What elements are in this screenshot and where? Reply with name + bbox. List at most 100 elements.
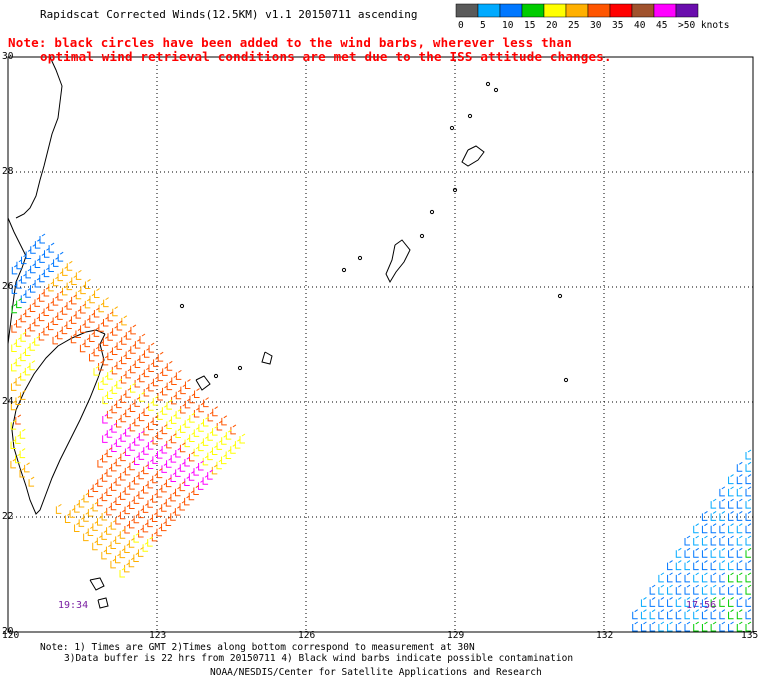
wind-barb <box>15 336 22 347</box>
wind-barb <box>161 463 168 473</box>
wind-barb <box>43 267 50 278</box>
wind-barb <box>216 459 223 470</box>
wind-barb <box>184 456 191 467</box>
china-coast-north <box>15 56 63 219</box>
wind-barb <box>39 272 45 283</box>
wind-barb <box>142 522 149 533</box>
wind-barb <box>80 322 86 333</box>
wind-barb <box>94 288 100 299</box>
wind-barb <box>43 286 50 297</box>
islet-dot <box>557 293 563 299</box>
wind-barb <box>119 509 126 520</box>
wind-barb <box>139 333 146 344</box>
wind-barb <box>20 312 27 323</box>
wind-barb <box>728 609 734 620</box>
wind-barb <box>39 233 46 244</box>
wind-barb <box>102 413 109 424</box>
wind-barb <box>137 546 144 557</box>
wind-barb <box>34 258 41 269</box>
wind-barb <box>184 495 190 506</box>
wind-barb <box>101 491 108 502</box>
wind-barb <box>701 511 708 521</box>
wind-barb <box>728 498 734 509</box>
wind-barb <box>161 501 167 512</box>
wind-barb <box>745 584 752 595</box>
wind-barb <box>10 458 17 469</box>
islet-dot <box>452 187 458 193</box>
wind-barb <box>16 259 23 270</box>
wind-barb <box>15 375 22 386</box>
wind-barb <box>29 302 36 313</box>
wind-barb <box>693 597 699 607</box>
wind-barb <box>80 284 87 295</box>
wind-barb <box>701 535 708 546</box>
wind-barb <box>658 584 665 595</box>
wind-barb <box>87 506 94 517</box>
wind-barb <box>97 476 104 487</box>
islet-dot <box>213 373 219 379</box>
islet-dot <box>419 233 425 239</box>
wind-barb <box>142 541 149 552</box>
wind-barb <box>134 396 141 407</box>
wind-barb <box>189 412 196 423</box>
wind-barb <box>20 273 27 284</box>
wind-barb <box>105 544 112 555</box>
wind-barb <box>88 487 94 498</box>
wind-barb <box>139 372 145 383</box>
wind-barb <box>701 609 708 620</box>
wind-barb <box>115 436 122 447</box>
wind-barb <box>728 560 734 571</box>
wind-barb <box>107 389 113 399</box>
wind-barb <box>19 448 26 459</box>
wind-barb <box>736 584 743 595</box>
wind-barb <box>96 535 103 546</box>
wind-barb <box>221 415 228 426</box>
wind-barb <box>138 508 145 519</box>
wind-barb <box>148 342 155 353</box>
wind-barb <box>719 560 726 571</box>
wind-barb <box>75 289 82 300</box>
wind-barb <box>719 498 726 509</box>
wind-barb <box>10 439 17 450</box>
wind-barb <box>184 437 191 448</box>
wind-barb <box>28 476 35 487</box>
wind-barb <box>134 455 140 466</box>
wind-barb <box>632 609 638 620</box>
wind-barb <box>745 486 752 497</box>
wind-barb <box>129 518 135 529</box>
islet-dot <box>341 267 347 273</box>
wind-barb <box>675 621 682 632</box>
wind-barb <box>658 609 665 620</box>
wind-barb <box>736 461 743 472</box>
wind-barb <box>11 342 18 353</box>
wind-barb <box>152 473 159 484</box>
islet-dot <box>467 113 473 119</box>
wind-barb <box>78 497 85 508</box>
wind-barb <box>89 332 95 342</box>
legend-swatch <box>565 3 589 18</box>
wind-barb <box>138 449 145 460</box>
wind-barb <box>11 264 18 275</box>
wind-barb <box>34 316 41 327</box>
wind-barb <box>710 511 717 521</box>
wind-barb <box>667 609 673 620</box>
wind-barb <box>78 516 85 527</box>
wind-barb <box>736 535 743 546</box>
wind-barb <box>165 477 172 488</box>
wind-barb <box>130 324 137 335</box>
legend-label: >50 knots <box>678 20 730 31</box>
wind-barb <box>66 260 73 271</box>
wind-barb <box>133 513 140 524</box>
islet <box>195 375 211 391</box>
wind-barb <box>101 530 108 540</box>
wind-barb <box>125 387 132 398</box>
wind-barb <box>129 382 136 393</box>
wind-barb <box>152 492 158 503</box>
wind-barb <box>180 422 186 433</box>
latitude-label: 30 <box>2 51 14 62</box>
wind-barb <box>188 470 195 481</box>
wind-barb <box>106 486 113 496</box>
wind-barb <box>102 336 109 346</box>
wind-barb <box>202 474 209 485</box>
wind-barb <box>106 466 113 477</box>
